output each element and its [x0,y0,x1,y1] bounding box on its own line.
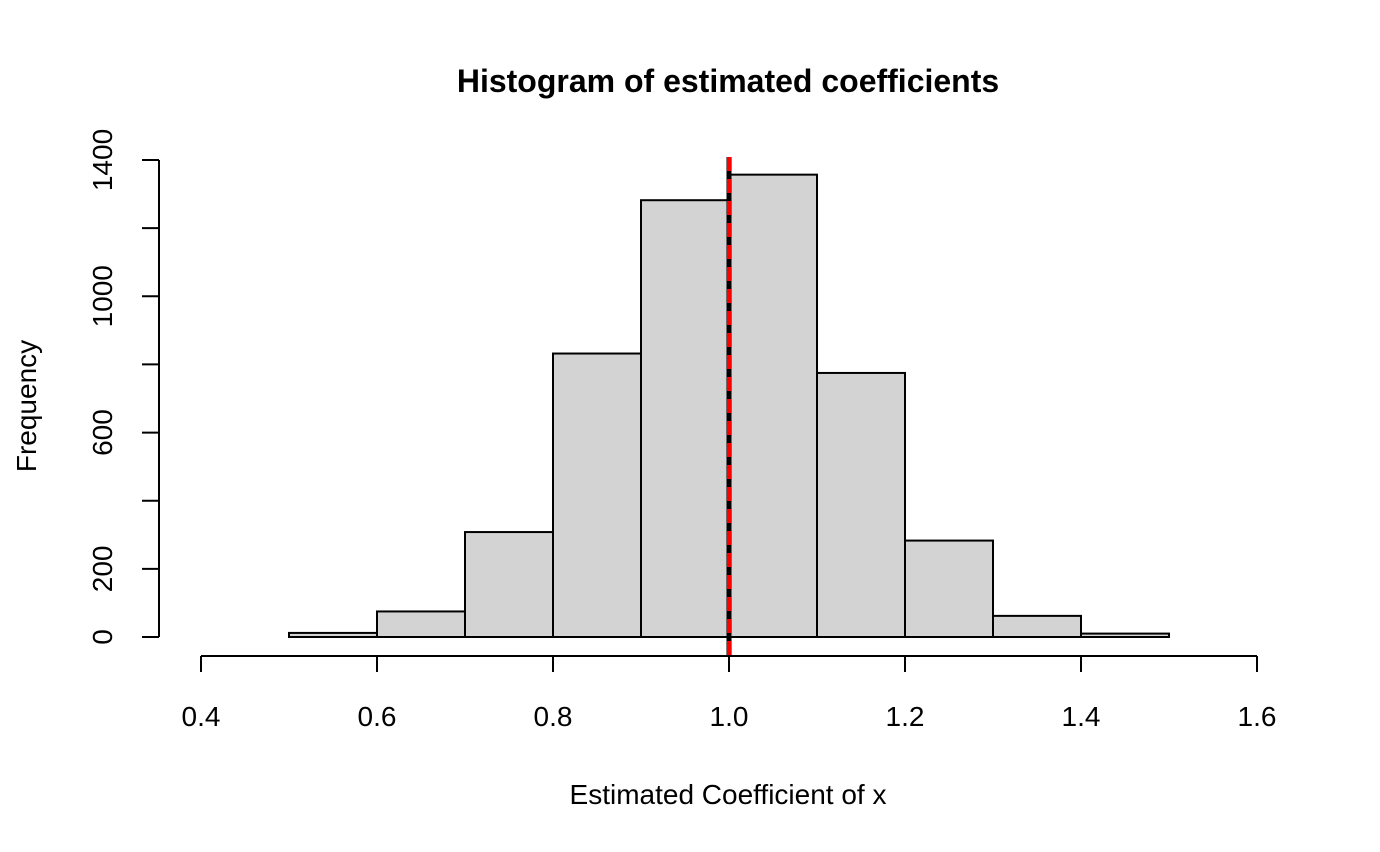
y-tick-label: 0 [87,629,118,645]
histogram-bar-3 [464,531,554,638]
y-tick-label: 1000 [87,265,118,327]
histogram-bar-7 [816,371,906,638]
histogram-bar-6 [728,173,818,638]
y-tick-label: 1400 [87,129,118,191]
y-tick-label: 200 [87,545,118,592]
histogram-bar-4 [552,352,642,638]
histogram-bar-10 [1080,632,1170,638]
histogram-bar-5 [640,199,730,638]
histogram-bar-2 [376,610,466,638]
x-tick-label: 0.4 [182,701,221,732]
y-axis-label: Frequency [11,340,42,472]
x-tick-label: 1.6 [1238,701,1277,732]
x-tick-label: 1.0 [710,701,749,732]
histogram-bar-8 [904,539,994,639]
histogram-bar-1 [288,631,378,639]
y-axis: 0 200 600 1000 1400 [87,129,160,645]
bars-layer [288,173,1170,639]
x-tick-label: 1.4 [1062,701,1101,732]
x-axis-label: Estimated Coefficient of x [570,779,887,810]
x-axis: 0.4 0.6 0.8 1.0 1.2 1.4 1.6 [182,655,1277,732]
x-tick-label: 0.8 [534,701,573,732]
y-tick-label: 600 [87,409,118,456]
x-tick-label: 1.2 [886,701,925,732]
histogram-bar-9 [992,614,1082,639]
chart-title: Histogram of estimated coefficients [457,63,999,99]
x-tick-label: 0.6 [358,701,397,732]
